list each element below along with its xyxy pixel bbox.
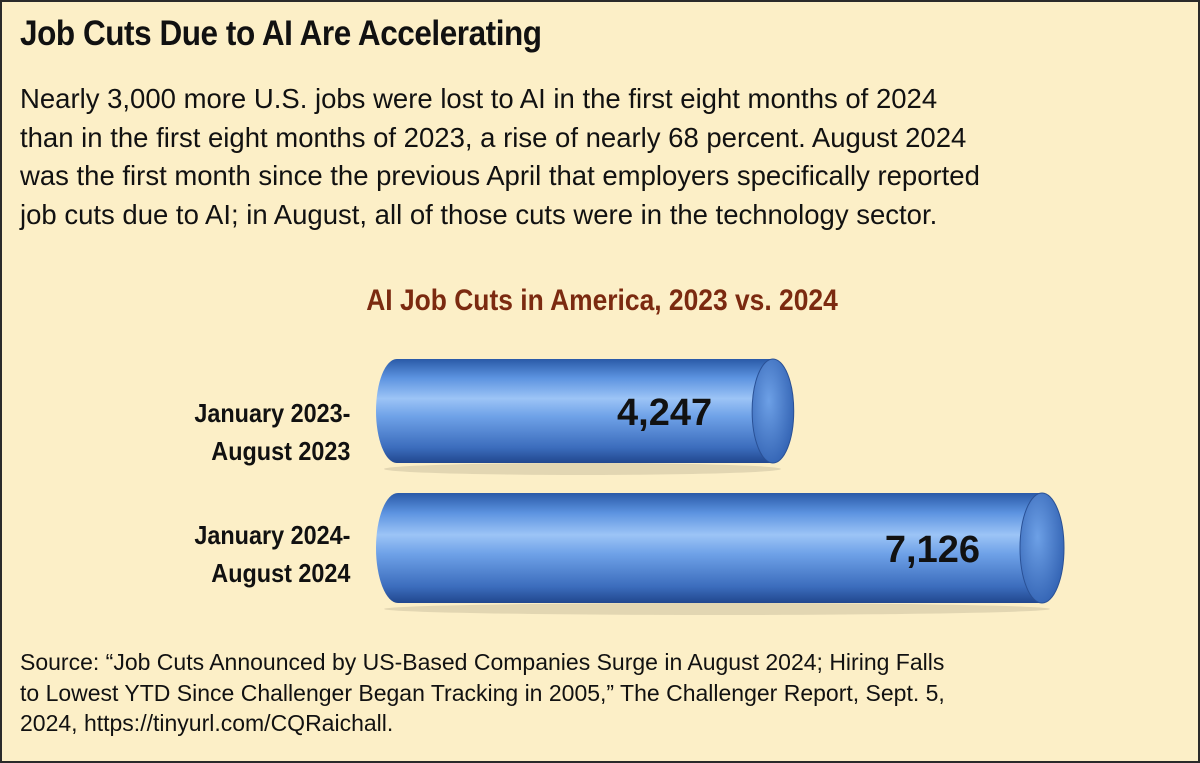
bar-1: 7,126 <box>376 492 1065 615</box>
bar-value-label: 7,126 <box>885 529 980 571</box>
bar-end-cap <box>751 358 795 464</box>
intro-line: job cuts due to AI; in August, all of th… <box>20 198 938 230</box>
bar-end-cap <box>1019 492 1065 604</box>
source-line: 2024, https://tinyurl.com/CQRaichall. <box>20 710 394 736</box>
intro-line: than in the first eight months of 2023, … <box>20 121 967 153</box>
intro-line: Nearly 3,000 more U.S. jobs were lost to… <box>20 83 938 114</box>
source-citation: Source: “Job Cuts Announced by US-Based … <box>20 647 1200 739</box>
page-title: Job Cuts Due to AI Are Accelerating <box>20 14 542 53</box>
bar-value-label: 4,247 <box>617 392 712 434</box>
category-label-line: August 2024 <box>210 558 350 588</box>
chart-title: AI Job Cuts in America, 2023 vs. 2024 <box>366 284 838 317</box>
bar-0: 4,247 <box>376 358 795 475</box>
bar-shadow <box>384 463 781 475</box>
bar-shadow <box>384 603 1050 615</box>
intro-paragraph: Nearly 3,000 more U.S. jobs were lost to… <box>20 80 1200 234</box>
category-label-line: January 2023- <box>193 398 350 428</box>
category-label-line: January 2024- <box>193 520 350 550</box>
source-line: to Lowest YTD Since Challenger Began Tra… <box>20 679 945 706</box>
category-label-2023: January 2023- August 2023 <box>194 394 350 470</box>
source-line: Source: “Job Cuts Announced by US-Based … <box>20 649 945 675</box>
bar-body <box>376 359 773 464</box>
intro-line: was the first month since the previous A… <box>20 160 980 191</box>
bar-body <box>376 493 1042 603</box>
category-label-line: August 2023 <box>210 436 350 466</box>
category-label-2024: January 2024- August 2024 <box>194 516 350 592</box>
